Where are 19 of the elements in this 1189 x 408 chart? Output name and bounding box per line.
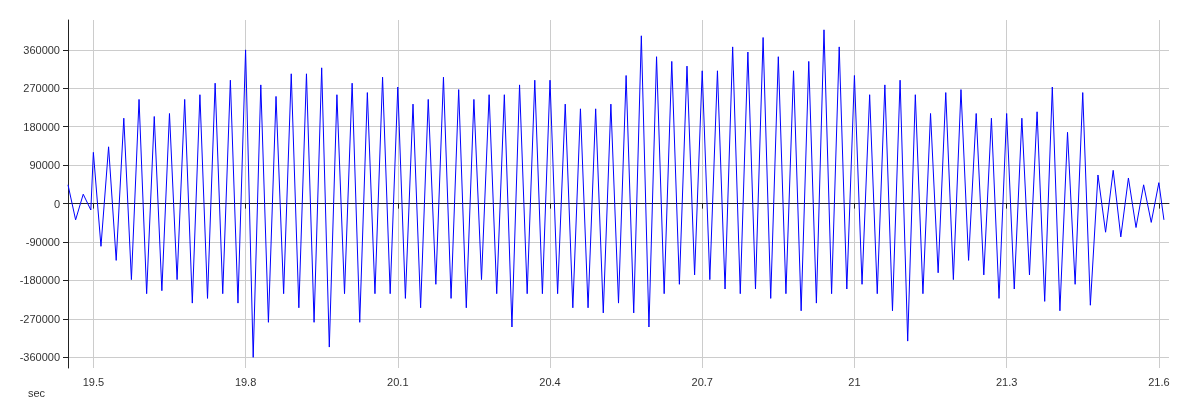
x-axis-title: sec	[28, 386, 46, 399]
y-tick-label: -270000	[19, 312, 60, 325]
line-series	[67, 29, 1165, 358]
y-tick-label: 360000	[23, 43, 60, 56]
y-tick-label: -90000	[25, 236, 60, 249]
x-tick-label: 20.7	[691, 375, 713, 388]
y-tick-label: 0	[53, 197, 60, 210]
x-tick-label: 19.5	[82, 375, 105, 388]
y-tick-label: -360000	[19, 351, 60, 364]
x-tick-label: 21	[848, 375, 861, 388]
x-tick-label: 20.1	[387, 375, 409, 388]
x-tick-label: 19.8	[234, 375, 257, 388]
x-tick-label: 21.3	[995, 375, 1018, 388]
y-tick-label: 180000	[23, 120, 60, 133]
y-tick-label: 270000	[23, 82, 60, 95]
x-tick-label: 20.4	[539, 375, 561, 388]
y-tick-label: 90000	[29, 159, 60, 172]
x-tick-label: 21.6	[1148, 375, 1170, 388]
y-tick-label: -180000	[19, 274, 60, 287]
